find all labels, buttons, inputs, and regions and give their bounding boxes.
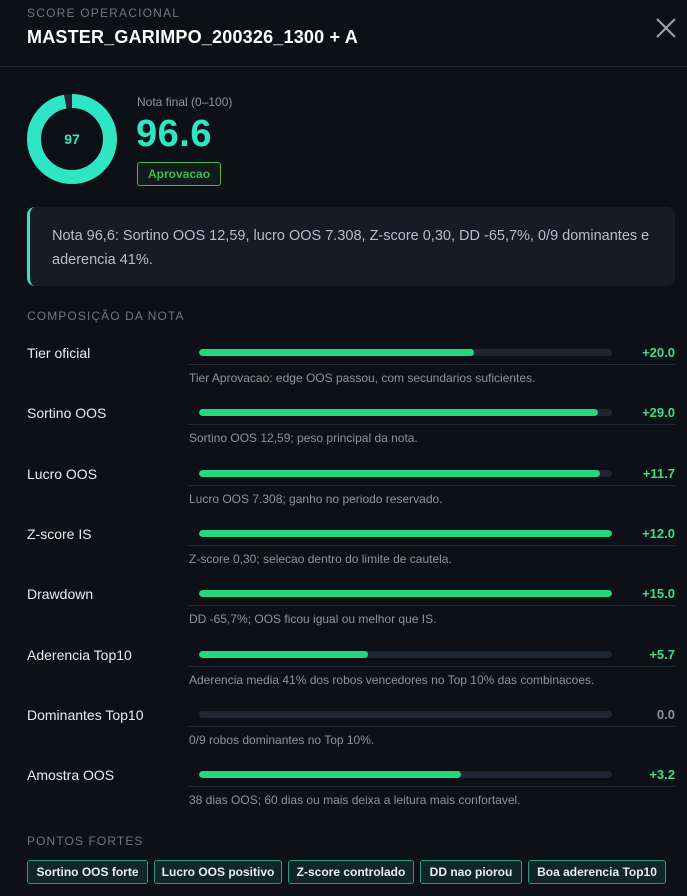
composition-row-value: +20.0	[642, 345, 675, 360]
composition-row-description: 38 dias OOS; 60 dias ou mais deixa a lei…	[189, 793, 521, 807]
row-divider	[187, 605, 675, 606]
composition-bar-fill	[199, 349, 474, 356]
strength-chip[interactable]: Boa aderencia Top10	[528, 860, 666, 884]
row-divider	[187, 424, 675, 425]
composition-row: Aderencia Top10 +5.7 Aderencia media 41% d…	[0, 647, 687, 707]
composition-bar-track	[199, 530, 612, 537]
composition-bar-fill	[199, 651, 369, 658]
composition-row-label: Tier oficial	[27, 345, 91, 361]
composition-row: Tier oficial +20.0 Tier Aprovacao: edge OO…	[0, 345, 687, 405]
composition-row-label: Lucro OOS	[27, 466, 98, 482]
row-divider	[187, 786, 675, 787]
composition-row-description: DD -65,7%; OOS ficou igual ou melhor que…	[189, 612, 437, 626]
strength-chip[interactable]: Lucro OOS positivo	[154, 860, 282, 884]
status-badge: Aprovacao	[137, 162, 222, 186]
composition-row-label: Amostra OOS	[27, 767, 115, 783]
composition-bar-fill	[199, 771, 462, 778]
score-ring-value: 97	[64, 131, 80, 147]
composition-bar-track	[199, 651, 612, 658]
composition-row-label: Sortino OOS	[27, 405, 107, 421]
row-divider	[187, 666, 675, 667]
composition-bar-track	[199, 771, 612, 778]
composition-row-description: Lucro OOS 7.308; ganho no periodo reserv…	[189, 492, 443, 506]
final-score-label: Nota final (0–100)	[137, 95, 233, 109]
modal-header: SCORE OPERACIONAL MASTER_GARIMPO_200326_…	[0, 0, 687, 67]
composition-row: Drawdown +15.0 DD -65,7%; OOS ficou igual …	[0, 586, 687, 646]
row-divider	[187, 726, 675, 727]
composition-row-description: 0/9 robos dominantes no Top 10%.	[189, 733, 375, 747]
composition-row-label: Drawdown	[27, 586, 94, 602]
summary-callout: Nota 96,6: Sortino OOS 12,59, lucro OOS …	[27, 207, 675, 286]
strength-chip[interactable]: Z-score controlado	[288, 860, 414, 884]
composition-row-description: Z-score 0,30; selecao dentro do limite d…	[189, 552, 452, 566]
composition-row: Lucro OOS +11.7 Lucro OOS 7.308; ganho no …	[0, 466, 687, 526]
composition-bar-fill	[199, 590, 612, 597]
strategy-title: MASTER_GARIMPO_200326_1300 + A	[27, 27, 358, 47]
composition-bar-track	[199, 409, 612, 416]
row-divider	[187, 485, 675, 486]
composition-bar-fill	[199, 530, 612, 537]
composition-row-value: +11.7	[642, 466, 675, 481]
composition-row-value: +3.2	[649, 767, 675, 782]
composition-row-value: 0.0	[656, 707, 675, 722]
composition-row-description: Aderencia media 41% dos robos vencedores…	[189, 673, 595, 687]
composition-bar-track	[199, 590, 612, 597]
close-button[interactable]	[652, 14, 680, 42]
score-ring-arc	[27, 94, 117, 184]
composition-row: Amostra OOS +3.2 38 dias OOS; 60 dias ou m…	[0, 767, 687, 827]
final-score-value: 96.6	[136, 113, 212, 155]
composition-row: Z-score IS +12.0 Z-score 0,30; selecao den…	[0, 526, 687, 586]
composition-row: Sortino OOS +29.0 Sortino OOS 12,59; peso …	[0, 405, 687, 465]
composition-row-value: +15.0	[642, 586, 675, 601]
composition-row-description: Tier Aprovacao: edge OOS passou, com sec…	[189, 371, 536, 385]
composition-bar-fill	[199, 470, 600, 477]
score-ring	[27, 94, 117, 184]
composition-row-value: +29.0	[642, 405, 675, 420]
strength-chip[interactable]: Sortino OOS forte	[27, 860, 148, 884]
composition-row: Dominantes Top10 0.0 0/9 robos dominantes …	[0, 707, 687, 767]
composition-bar-track	[199, 711, 612, 718]
strengths-section-title: PONTOS FORTES	[27, 834, 144, 848]
row-divider	[187, 364, 675, 365]
close-icon	[656, 18, 676, 38]
header-eyebrow: SCORE OPERACIONAL	[27, 6, 181, 20]
composition-row-label: Aderencia Top10	[27, 647, 132, 663]
composition-bar-track	[199, 470, 612, 477]
composition-bar-track	[199, 349, 612, 356]
composition-row-label: Z-score IS	[27, 526, 92, 542]
composition-row-value: +5.7	[649, 647, 675, 662]
strength-chip[interactable]: DD nao piorou	[420, 860, 522, 884]
composition-row-value: +12.0	[642, 526, 675, 541]
composition-row-description: Sortino OOS 12,59; peso principal da not…	[189, 431, 418, 445]
summary-text: Nota 96,6: Sortino OOS 12,59, lucro OOS …	[52, 228, 650, 268]
composition-row-label: Dominantes Top10	[27, 707, 144, 723]
composition-bar-fill	[199, 409, 598, 416]
row-divider	[187, 545, 675, 546]
composition-section-title: COMPOSIÇÃO DA NOTA	[27, 309, 185, 323]
